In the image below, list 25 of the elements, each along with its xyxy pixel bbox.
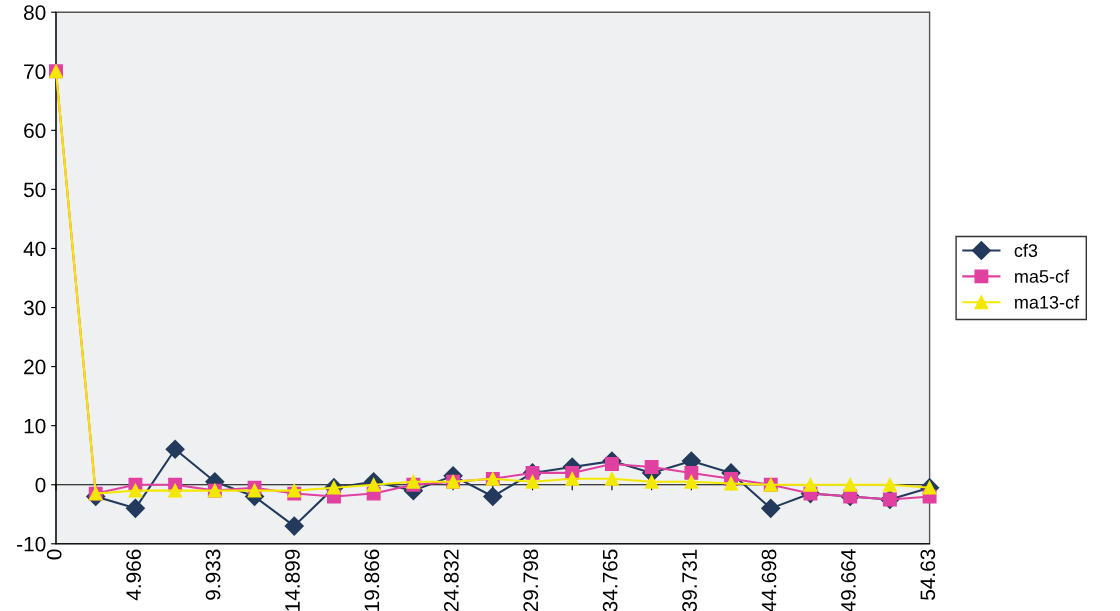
- x-tick-label: 29.798: [523, 549, 539, 611]
- y-tick-label: 60: [24, 123, 46, 139]
- x-tick-label: 14.899: [285, 549, 300, 611]
- x-tick-label: 39.731: [682, 549, 697, 611]
- x-tick-label: 49.664: [841, 549, 856, 611]
- x-tick-label: 44.698: [761, 549, 777, 611]
- x-tick-label: 24.832: [443, 549, 459, 611]
- y-tick-label: 50: [23, 182, 46, 198]
- x-tick-label: 19.866: [364, 549, 380, 611]
- y-tick-label: 40: [23, 241, 46, 257]
- y-tick-label: 80: [24, 5, 46, 20]
- y-tick-label: 10: [24, 418, 46, 434]
- x-tick-label: 34.765: [602, 549, 618, 611]
- legend-label: ma5-cf: [1015, 269, 1070, 283]
- y-tick-label: 20: [24, 359, 46, 375]
- y-tick-label: -10: [17, 536, 46, 552]
- x-tick-label: 9.933: [205, 549, 221, 600]
- legend-label: ma13-cf: [1015, 295, 1080, 309]
- x-tick-label: 54.63: [920, 549, 936, 600]
- x-tick-label: 4.966: [126, 549, 142, 601]
- y-tick-label: 30: [23, 300, 46, 316]
- y-tick-label: 0: [35, 477, 46, 493]
- x-tick-label: 0: [46, 549, 62, 560]
- legend-label: cf3: [1014, 243, 1038, 257]
- y-tick-label: 70: [24, 64, 46, 80]
